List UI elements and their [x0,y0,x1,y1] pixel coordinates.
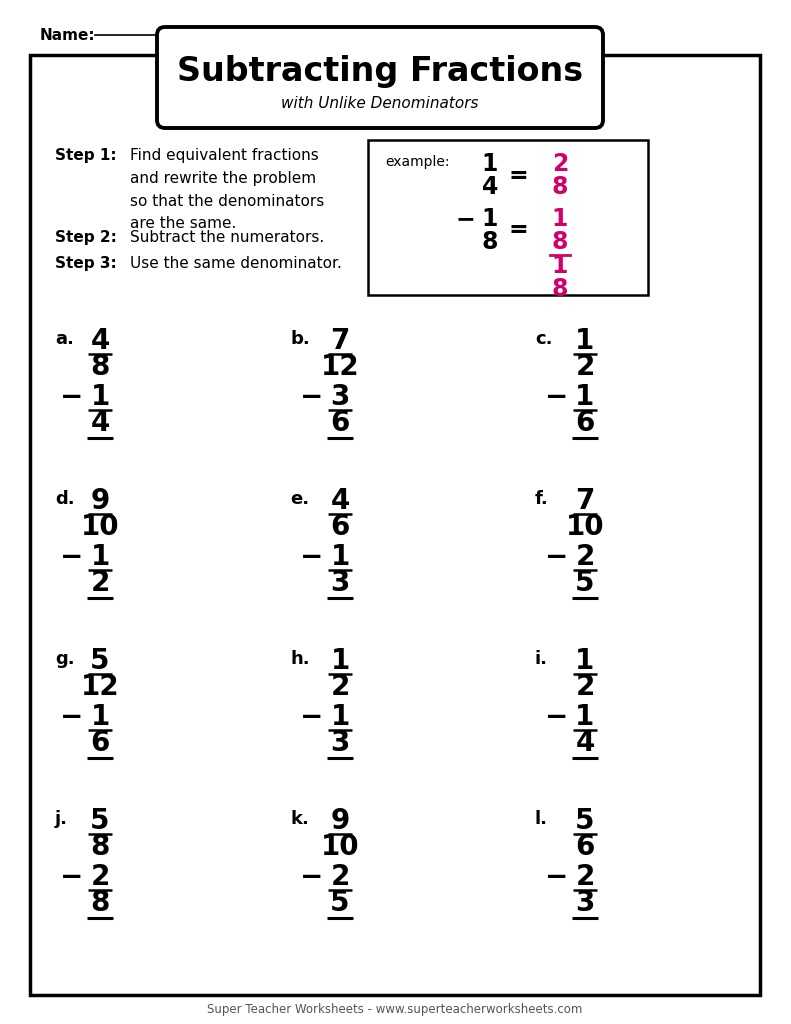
Text: −: − [455,207,475,230]
Text: 1: 1 [331,647,350,675]
Text: −: − [545,863,568,891]
Text: f.: f. [535,490,549,508]
Text: 6: 6 [575,409,595,437]
Text: −: − [300,703,323,731]
Text: 1: 1 [575,327,595,355]
Text: k.: k. [290,810,308,828]
Text: 1: 1 [575,383,595,411]
Text: 4: 4 [90,327,110,355]
Text: 5: 5 [90,807,110,835]
Text: 9: 9 [331,807,350,835]
Text: Step 3:: Step 3: [55,256,117,271]
Text: 2: 2 [90,863,110,891]
Text: 1: 1 [482,207,498,230]
Text: −: − [60,863,83,891]
Text: Subtract the numerators.: Subtract the numerators. [130,230,324,245]
Text: example:: example: [385,155,449,169]
Text: =: = [508,164,528,187]
Text: Subtracting Fractions: Subtracting Fractions [177,55,583,88]
Text: 6: 6 [331,409,350,437]
Text: 5: 5 [575,569,595,597]
Text: 1: 1 [575,647,595,675]
Text: with Unlike Denominators: with Unlike Denominators [282,95,479,111]
Text: 5: 5 [575,807,595,835]
Text: 9: 9 [90,487,110,515]
Text: j.: j. [55,810,68,828]
Text: 12: 12 [320,353,359,381]
Text: Step 1:: Step 1: [55,148,116,163]
Text: 2: 2 [331,863,350,891]
Text: =: = [508,218,528,243]
Text: −: − [60,543,83,571]
Text: g.: g. [55,650,74,668]
Text: 4: 4 [575,729,595,757]
Text: 10: 10 [566,513,604,541]
Text: 8: 8 [90,833,110,861]
Text: 2: 2 [575,353,595,381]
Text: −: − [300,383,323,411]
Text: Name:: Name: [40,28,96,43]
Text: Find equivalent fractions
and rewrite the problem
so that the denominators
are t: Find equivalent fractions and rewrite th… [130,148,324,231]
Bar [368,140,648,295]
Text: 3: 3 [331,569,350,597]
Text: 8: 8 [90,889,110,918]
Text: 1: 1 [331,703,350,731]
Text: Use the same denominator.: Use the same denominator. [130,256,342,271]
Text: 1: 1 [552,254,568,279]
Text: d.: d. [55,490,74,508]
Text: 2: 2 [552,153,568,176]
Text: 1: 1 [331,543,350,571]
Text: 10: 10 [81,513,119,541]
Text: 2: 2 [575,863,595,891]
Text: 8: 8 [552,229,568,254]
Text: 6: 6 [575,833,595,861]
Text: 4: 4 [331,487,350,515]
Text: −: − [300,863,323,891]
Text: Super Teacher Worksheets - www.superteacherworksheets.com: Super Teacher Worksheets - www.superteac… [207,1004,583,1017]
Text: 1: 1 [482,153,498,176]
Text: 3: 3 [331,729,350,757]
Text: 3: 3 [575,889,595,918]
Text: 4: 4 [90,409,110,437]
Text: 7: 7 [575,487,595,515]
Text: 7: 7 [331,327,350,355]
Text: 8: 8 [552,276,568,301]
Text: 5: 5 [331,889,350,918]
Text: −: − [60,703,83,731]
Text: Step 2:: Step 2: [55,230,117,245]
Text: −: − [300,543,323,571]
Text: b.: b. [290,330,310,348]
FancyBboxPatch shape [157,27,603,128]
Text: 2: 2 [575,673,595,701]
Text: −: − [545,383,568,411]
Text: 1: 1 [90,543,110,571]
Text: c.: c. [535,330,552,348]
Text: 8: 8 [552,175,568,199]
Text: 6: 6 [331,513,350,541]
Text: 5: 5 [90,647,110,675]
Text: h.: h. [290,650,309,668]
Text: 8: 8 [482,229,498,254]
Text: a.: a. [55,330,74,348]
Text: 10: 10 [320,833,359,861]
Text: e.: e. [290,490,309,508]
Text: l.: l. [535,810,548,828]
Text: 2: 2 [90,569,110,597]
Text: −: − [60,383,83,411]
Text: 8: 8 [90,353,110,381]
Text: 1: 1 [552,207,568,230]
Text: 1: 1 [575,703,595,731]
Text: 1: 1 [90,703,110,731]
Text: 3: 3 [331,383,350,411]
Text: −: − [545,703,568,731]
Text: 1: 1 [90,383,110,411]
Text: 2: 2 [331,673,350,701]
Text: 2: 2 [575,543,595,571]
Text: 4: 4 [482,175,498,199]
Text: −: − [545,543,568,571]
Text: i.: i. [535,650,548,668]
Text: 12: 12 [81,673,119,701]
Text: 6: 6 [90,729,110,757]
